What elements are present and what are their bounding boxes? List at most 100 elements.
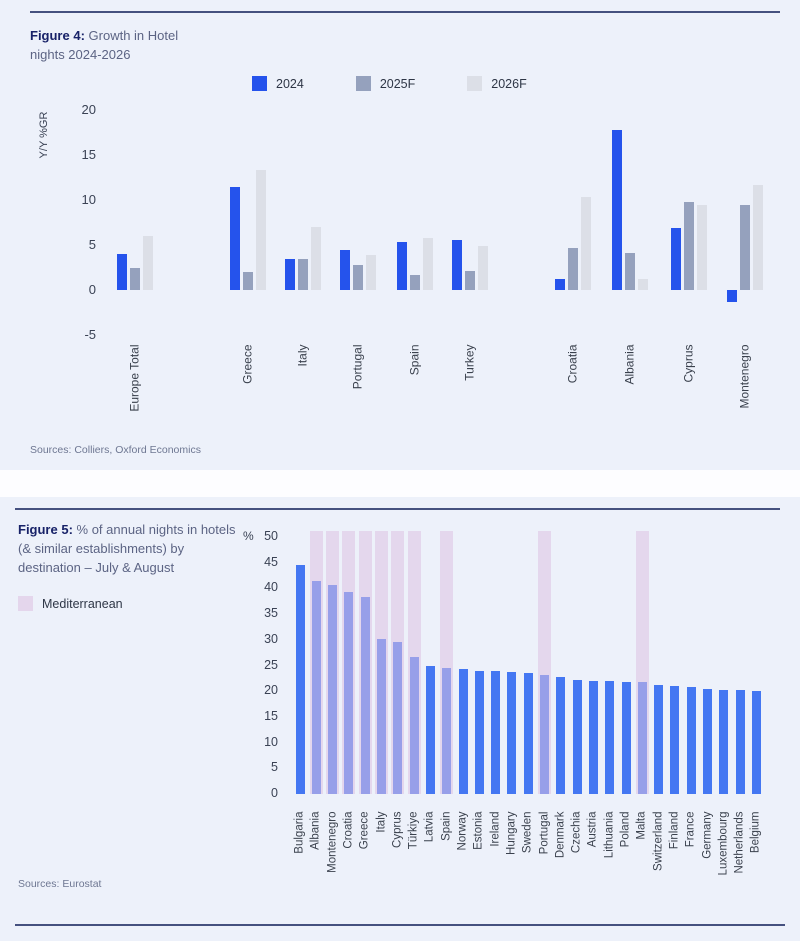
x-category-label-denmark: Denmark: [554, 811, 567, 859]
x-category-label-croatia: Croatia: [565, 344, 580, 384]
figure4-top-divider: [30, 11, 780, 13]
x-category-label-switzerland: Switzerland: [652, 811, 665, 871]
mediterranean-highlight-t-rkiye: [407, 531, 421, 794]
bar-2026f-greece: [256, 170, 266, 290]
2024-swatch-icon: [252, 76, 267, 91]
x-category-label-italy: Italy: [375, 811, 387, 833]
figure5-top-divider: [15, 508, 780, 510]
bar-2024-croatia: [555, 279, 565, 290]
y-tick-label: 40: [264, 580, 278, 595]
bar-2024-albania: [612, 129, 622, 290]
x-category-label-europe-total: Europe Total: [127, 344, 142, 412]
bar-luxembourg: [719, 689, 729, 794]
bar-2025f-spain: [410, 274, 420, 290]
y-tick-label: 20: [81, 102, 96, 117]
legend-item-2024: 2024: [252, 76, 304, 91]
x-category-label-bulgaria: Bulgaria: [293, 811, 306, 854]
bar-2026f-montenegro: [753, 184, 763, 290]
y-tick-label: 5: [88, 237, 96, 252]
bar-switzerland: [654, 684, 664, 794]
x-category-label-france: France: [684, 811, 697, 848]
bar-2026f-italy: [311, 227, 321, 290]
figure5-panel: Figure 5: % of annual nights in hotels (…: [0, 497, 800, 941]
figure4-sources: Sources: Colliers, Oxford Economics: [30, 444, 201, 456]
legend-item-label: 2026F: [491, 76, 527, 91]
bar-belgium: [751, 691, 761, 794]
x-category-label-portugal: Portugal: [538, 811, 550, 855]
bar-norway: [458, 668, 468, 794]
figure5-y-axis-label: %: [243, 529, 254, 543]
figure4-panel: Figure 4: Growth in Hotel nights 2024-20…: [0, 0, 800, 470]
bar-2026f-croatia: [581, 197, 591, 290]
bar-2025f-montenegro: [740, 204, 750, 290]
bar-2025f-europe-total: [130, 267, 140, 290]
bar-netherlands: [735, 690, 745, 794]
bar-ireland: [491, 671, 501, 794]
legend-item-2025f: 2025F: [355, 76, 416, 91]
mediterranean-swatch-icon: [18, 596, 33, 611]
y-tick-label: 0: [271, 786, 278, 800]
x-category-label-turkey: Turkey: [462, 344, 477, 381]
bar-2026f-spain: [423, 237, 433, 290]
y-tick-label: 35: [264, 606, 278, 621]
bar-germany: [703, 689, 712, 794]
x-category-label-t-rkiye: Türkiye: [407, 811, 420, 850]
bar-2025f-portugal: [353, 264, 363, 290]
x-category-label-greece: Greece: [240, 344, 255, 384]
y-tick-label: 45: [264, 554, 278, 569]
bar-hungary: [507, 671, 517, 794]
bar-2024-italy: [285, 259, 295, 290]
bar-2024-spain: [397, 242, 407, 290]
mediterranean-highlight-greece: [358, 531, 372, 794]
y-tick-label: 50: [264, 529, 278, 543]
figure4-title: Figure 4: Growth in Hotel nights 2024-20…: [30, 27, 204, 65]
x-category-label-austria: Austria: [586, 811, 599, 848]
x-category-label-lithuania: Lithuania: [603, 811, 616, 859]
bar-denmark: [556, 676, 566, 794]
figure5-chart: % 50 45 40 35 30 25 20 15 10 5 0 Bulgaria Albania Mont…: [0, 497, 800, 941]
y-tick-label: 15: [264, 708, 278, 723]
bar-lithuania: [605, 681, 615, 794]
mediterranean-highlight-malta: [635, 531, 649, 794]
x-category-label-belgium: Belgium: [749, 811, 762, 854]
x-category-label-latvia: Latvia: [423, 811, 436, 843]
x-category-label-czechia: Czechia: [570, 811, 583, 854]
x-category-label-italy: Italy: [295, 344, 310, 367]
bar-poland: [621, 681, 631, 794]
x-category-label-croatia: Croatia: [342, 811, 355, 849]
bar-2025f-albania: [625, 253, 635, 290]
bar-2025f-croatia: [568, 247, 578, 290]
legend-item-label: Mediterranean: [42, 596, 123, 611]
bar-estonia: [474, 670, 484, 794]
x-category-label-montenegro: Montenegro: [737, 344, 752, 409]
x-category-label-cyprus: Cyprus: [391, 811, 404, 848]
bar-2024-europe-total: [117, 254, 127, 290]
figure4-chart: Y/Y %GR 20 15 10 5 0 -5 Europe Total Greece Italy…: [0, 0, 800, 470]
figure5-bottom-divider: [15, 924, 785, 926]
2025f-swatch-icon: [355, 76, 371, 91]
legend-item-label: 2024: [276, 76, 304, 91]
mediterranean-highlight-portugal: [538, 531, 551, 794]
x-category-label-malta: Malta: [635, 811, 648, 840]
x-category-label-estonia: Estonia: [472, 811, 485, 850]
y-tick-label: 20: [264, 683, 278, 698]
bar-2026f-turkey: [478, 245, 488, 290]
bar-2024-turkey: [452, 239, 462, 290]
figure5-title: Figure 5: % of annual nights in hotels (…: [18, 521, 246, 578]
bar-bulgaria: [295, 565, 305, 794]
bar-2026f-portugal: [366, 254, 376, 290]
mediterranean-highlight-italy: [375, 531, 388, 794]
x-category-label-netherlands: Netherlands: [733, 811, 746, 874]
mediterranean-highlight-montenegro: [326, 531, 340, 794]
bar-czechia: [572, 679, 582, 794]
x-category-label-sweden: Sweden: [521, 811, 534, 854]
x-category-label-poland: Poland: [619, 811, 632, 848]
bar-2025f-greece: [243, 272, 253, 290]
legend-item-label: 2025F: [379, 76, 416, 91]
figure5-title-label: Figure 5:: [18, 522, 73, 537]
bar-2026f-albania: [638, 279, 648, 290]
bar-2024-cyprus: [671, 227, 681, 290]
x-category-label-ireland: Ireland: [489, 811, 502, 847]
bar-sweden: [523, 672, 533, 794]
